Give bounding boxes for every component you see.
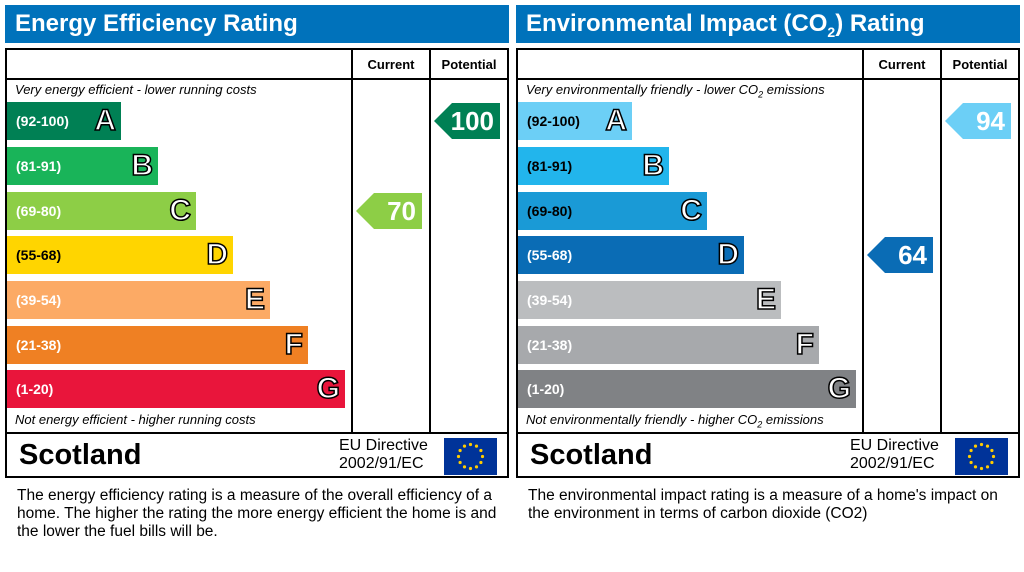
band-range: (69-80) (527, 203, 573, 219)
description: The energy efficiency rating is a measur… (17, 487, 497, 540)
energy-efficiency-panel: Energy Efficiency Rating Current Potential… (5, 0, 509, 572)
band-bar-f: (21-38) F (7, 326, 308, 364)
band-letter: D (717, 237, 740, 272)
band-range: (21-38) (16, 337, 62, 353)
footer-row: Scotland EU Directive 2002/91/EC (518, 432, 1018, 476)
potential-rating-arrow: 100 (434, 103, 500, 139)
band-letter: E (755, 282, 777, 317)
band-letter: E (244, 282, 266, 317)
band-range: (21-38) (527, 337, 573, 353)
band-range: (1-20) (16, 381, 54, 397)
band-range: (81-91) (527, 158, 573, 174)
header-row (7, 50, 507, 80)
band-letter: B (642, 148, 665, 183)
environmental-impact-panel: Environmental Impact (CO2) Rating Current… (516, 0, 1020, 572)
band-letter: D (206, 237, 229, 272)
band-range: (1-20) (527, 381, 565, 397)
eu-directive: EU Directive 2002/91/EC (339, 437, 428, 473)
band-bar-e: (39-54) E (7, 281, 270, 319)
band-range: (39-54) (527, 292, 573, 308)
bottom-label: Not environmentally friendly - higher CO… (526, 412, 824, 430)
band-letter: C (680, 193, 703, 228)
current-rating-arrow: 70 (356, 193, 422, 229)
band-bar-a: (92-100) A (7, 102, 121, 140)
chart-title: Energy Efficiency Rating (5, 5, 509, 43)
column-header-current: Current (878, 57, 926, 72)
eu-directive: EU Directive 2002/91/EC (850, 437, 939, 473)
band-bar-c: (69-80) C (7, 192, 196, 230)
eu-flag-icon (444, 438, 497, 475)
band-letter: A (94, 103, 117, 138)
eu-directive-number: 2002/91/EC (850, 455, 935, 472)
band-bar-a: (92-100) A (518, 102, 632, 140)
rating-table: Current Potential Very energy efficient - … (5, 48, 509, 478)
band-range: (55-68) (527, 247, 573, 263)
rating-table: Current Potential Very environmentally fri… (516, 48, 1020, 478)
eu-directive-number: 2002/91/EC (339, 455, 424, 472)
band-bar-g: (1-20) G (518, 370, 856, 408)
band-letter: F (284, 327, 304, 362)
band-bar-d: (55-68) D (518, 236, 744, 274)
region-label: Scotland (19, 439, 142, 471)
band-letter: A (605, 103, 628, 138)
eu-directive-line: EU Directive (850, 437, 939, 454)
band-bar-b: (81-91) B (7, 147, 158, 185)
band-range: (55-68) (16, 247, 62, 263)
column-divider (940, 50, 942, 434)
top-label: Very energy efficient - lower running co… (15, 82, 257, 97)
band-bar-b: (81-91) B (518, 147, 669, 185)
band-range: (39-54) (16, 292, 62, 308)
band-range: (92-100) (527, 113, 580, 129)
band-letter: G (827, 371, 852, 406)
band-range: (69-80) (16, 203, 62, 219)
band-bar-f: (21-38) F (518, 326, 819, 364)
eu-flag-icon (955, 438, 1008, 475)
band-letter: F (795, 327, 815, 362)
band-letter: B (131, 148, 154, 183)
band-range: (81-91) (16, 158, 62, 174)
column-divider (351, 50, 353, 434)
header-row (518, 50, 1018, 80)
potential-rating-arrow: 94 (945, 103, 1011, 139)
region-label: Scotland (530, 439, 653, 471)
column-divider (862, 50, 864, 434)
band-range: (92-100) (16, 113, 69, 129)
band-bar-g: (1-20) G (7, 370, 345, 408)
top-label: Very environmentally friendly - lower CO… (526, 82, 825, 100)
eu-directive-line: EU Directive (339, 437, 428, 454)
column-header-current: Current (367, 57, 415, 72)
band-letter: G (316, 371, 341, 406)
bottom-label: Not energy efficient - higher running co… (15, 412, 256, 427)
band-bar-c: (69-80) C (518, 192, 707, 230)
column-header-potential: Potential (952, 57, 1008, 72)
band-bar-d: (55-68) D (7, 236, 233, 274)
description: The environmental impact rating is a mea… (528, 487, 998, 522)
footer-row: Scotland EU Directive 2002/91/EC (7, 432, 507, 476)
band-letter: C (169, 193, 192, 228)
band-bar-e: (39-54) E (518, 281, 781, 319)
chart-title: Environmental Impact (CO2) Rating (516, 5, 1020, 43)
column-header-potential: Potential (441, 57, 497, 72)
current-rating-arrow: 64 (867, 237, 933, 273)
column-divider (429, 50, 431, 434)
